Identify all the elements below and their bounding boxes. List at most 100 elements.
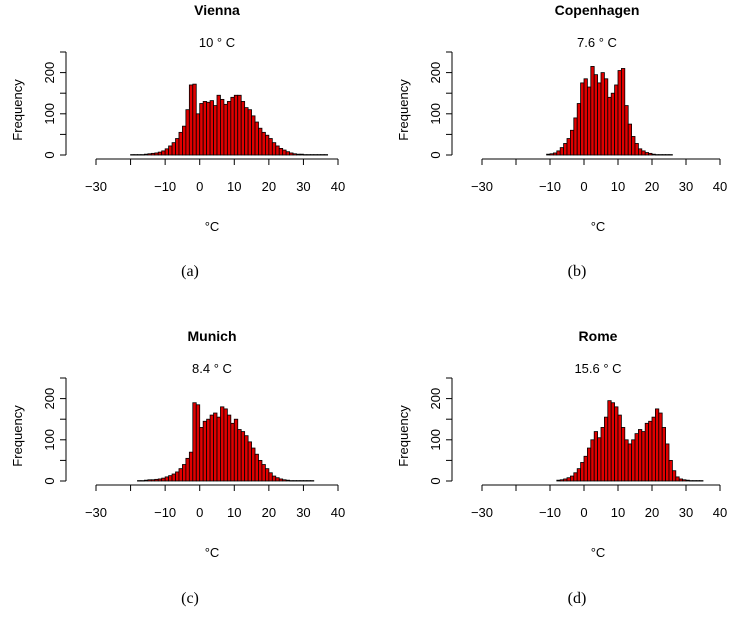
histogram-bar [631, 439, 636, 482]
histogram-bar [233, 418, 239, 482]
histogram-bar [223, 408, 228, 482]
histogram-bar [206, 101, 211, 156]
histogram-bar [604, 416, 609, 482]
histogram-bar [209, 100, 214, 156]
histogram-bar [556, 150, 561, 156]
histogram-bar [192, 83, 197, 156]
histogram-bar [258, 459, 263, 482]
histogram-bar [576, 468, 582, 482]
histogram-bar [648, 420, 653, 482]
histogram-bar [549, 153, 554, 156]
histogram-bar [154, 478, 159, 482]
histogram-bar [566, 477, 571, 482]
x-tick-label: 40 [331, 179, 345, 194]
histogram-bar [593, 74, 599, 156]
x-tick-label: −10 [539, 179, 561, 194]
y-tick-label: 200 [428, 388, 443, 410]
histogram-bar [309, 154, 315, 156]
panel-rome-caption: (d) [568, 590, 587, 607]
histogram-bar [150, 152, 156, 156]
x-tick-label: −10 [539, 505, 561, 520]
y-tick-label: 100 [428, 103, 443, 125]
histogram-bar [583, 78, 588, 156]
histogram-bar [651, 416, 656, 482]
x-tick-label: 0 [196, 179, 203, 194]
histogram-bar [313, 154, 318, 156]
x-tick-label: −10 [154, 505, 176, 520]
histogram-bar [675, 476, 680, 482]
histogram-bar [268, 472, 273, 482]
x-tick-label: −10 [154, 179, 176, 194]
x-tick-label: 0 [580, 505, 587, 520]
histogram-bar [303, 480, 308, 482]
histogram-bar [261, 131, 266, 156]
histogram-bar [289, 480, 294, 482]
histogram-bar [143, 153, 149, 156]
histogram-bar [230, 422, 235, 482]
panel-copenhagen-ylabel: Frequency [396, 79, 411, 141]
histogram-bar [278, 478, 284, 482]
histogram-bar [258, 127, 263, 156]
histogram-bar [157, 151, 163, 156]
histogram-bar [296, 480, 301, 482]
histogram-bar [237, 429, 242, 482]
histogram-bar [164, 476, 169, 482]
histogram-bar [323, 154, 329, 156]
histogram-bar [621, 68, 626, 156]
histogram-bar [282, 479, 287, 482]
histogram-bar [563, 143, 568, 156]
histogram-bar [678, 478, 684, 482]
x-tick-label: 0 [580, 179, 587, 194]
x-tick-label: 20 [262, 179, 276, 194]
histogram-bar [573, 117, 578, 156]
histogram-bar [285, 479, 290, 482]
histogram-bar [157, 478, 163, 482]
histogram-bar [320, 154, 325, 156]
histogram-bar [590, 439, 595, 482]
histogram-bar [175, 471, 180, 482]
histogram-bar [624, 439, 629, 482]
histogram-bar [658, 412, 663, 482]
histogram-bar [261, 464, 266, 482]
histogram-bar [668, 459, 673, 482]
histogram-bar [140, 154, 145, 156]
histogram-bar [171, 142, 176, 156]
histogram-bar [202, 420, 208, 482]
histogram-bar [641, 150, 646, 156]
histogram-bar [685, 479, 690, 482]
histogram-bar [185, 457, 190, 482]
y-tick-label: 0 [42, 477, 57, 484]
y-tick-label: 200 [42, 62, 57, 84]
histogram-bar [580, 82, 585, 156]
x-tick-label: −30 [471, 505, 493, 520]
histogram-bar [651, 153, 656, 156]
histogram-bar [634, 143, 639, 156]
panel-copenhagen-subtitle: 7.6 ° C [577, 35, 617, 50]
histogram-bar [161, 150, 166, 156]
histogram-bar [665, 443, 670, 482]
panel-vienna-subtitle: 10 ° C [199, 35, 235, 50]
histogram-bar [213, 412, 218, 482]
panel-rome-ylabel: Frequency [396, 405, 411, 467]
histogram-bar [655, 154, 660, 156]
histogram-bar [206, 418, 211, 482]
histogram-bar [137, 480, 142, 482]
x-tick-label: 30 [679, 505, 693, 520]
histogram-bar [299, 480, 304, 482]
histogram-bar [240, 101, 246, 156]
histogram-bar [621, 427, 626, 482]
histogram-bar [192, 402, 197, 482]
histogram-bar [168, 145, 173, 156]
histogram-bar [220, 98, 225, 156]
histogram-bar [247, 441, 252, 482]
y-tick-label: 200 [42, 388, 57, 410]
histogram-bar [604, 78, 609, 156]
histogram-bar [199, 103, 204, 156]
histogram-bar [316, 154, 322, 156]
histogram-bar [627, 443, 633, 482]
x-tick-label: 20 [262, 505, 276, 520]
histogram-bar [185, 109, 190, 156]
histogram-bar [223, 103, 228, 156]
histogram-bar [182, 464, 187, 482]
histogram-bar [597, 437, 602, 482]
